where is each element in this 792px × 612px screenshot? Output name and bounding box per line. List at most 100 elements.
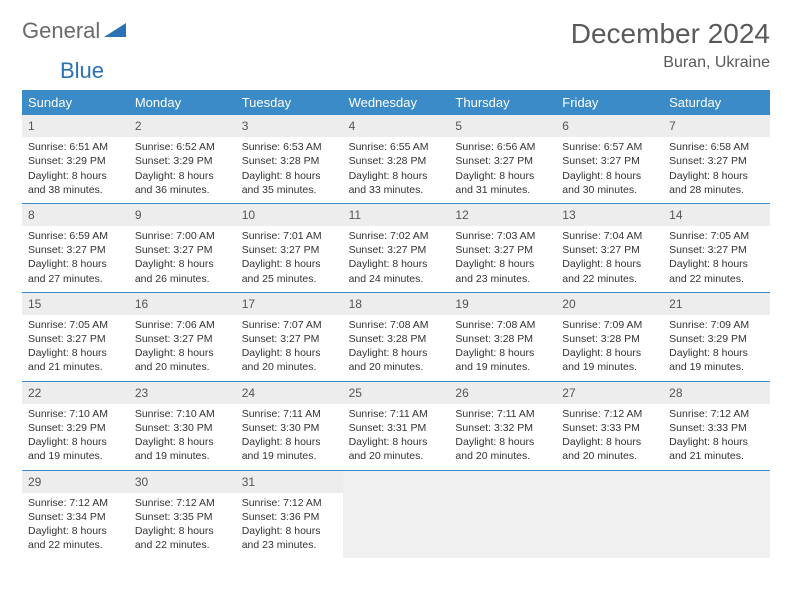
daylight-line: Daylight: 8 hours and 19 minutes.: [562, 346, 657, 374]
calendar-cell: 30Sunrise: 7:12 AMSunset: 3:35 PMDayligh…: [129, 471, 236, 559]
calendar-cell: 25Sunrise: 7:11 AMSunset: 3:31 PMDayligh…: [343, 382, 450, 470]
sunset-line: Sunset: 3:29 PM: [28, 421, 123, 435]
calendar-cell: 8Sunrise: 6:59 AMSunset: 3:27 PMDaylight…: [22, 204, 129, 292]
calendar-cell: 24Sunrise: 7:11 AMSunset: 3:30 PMDayligh…: [236, 382, 343, 470]
day-number: 18: [343, 293, 450, 315]
sunrise-line: Sunrise: 6:58 AM: [669, 140, 764, 154]
day-details: Sunrise: 7:09 AMSunset: 3:28 PMDaylight:…: [556, 315, 663, 381]
calendar-cell: 13Sunrise: 7:04 AMSunset: 3:27 PMDayligh…: [556, 204, 663, 292]
daylight-line: Daylight: 8 hours and 27 minutes.: [28, 257, 123, 285]
day-number: 17: [236, 293, 343, 315]
daylight-line: Daylight: 8 hours and 36 minutes.: [135, 169, 230, 197]
sunset-line: Sunset: 3:28 PM: [349, 332, 444, 346]
day-details: Sunrise: 7:09 AMSunset: 3:29 PMDaylight:…: [663, 315, 770, 381]
day-details: Sunrise: 7:08 AMSunset: 3:28 PMDaylight:…: [343, 315, 450, 381]
sunrise-line: Sunrise: 7:08 AM: [349, 318, 444, 332]
day-details: Sunrise: 7:02 AMSunset: 3:27 PMDaylight:…: [343, 226, 450, 292]
day-details: Sunrise: 6:56 AMSunset: 3:27 PMDaylight:…: [449, 137, 556, 203]
sunrise-line: Sunrise: 7:05 AM: [669, 229, 764, 243]
daylight-line: Daylight: 8 hours and 19 minutes.: [669, 346, 764, 374]
weekday-header: Saturday: [663, 90, 770, 115]
day-number: 4: [343, 115, 450, 137]
day-details: Sunrise: 6:57 AMSunset: 3:27 PMDaylight:…: [556, 137, 663, 203]
sunset-line: Sunset: 3:28 PM: [562, 332, 657, 346]
sunrise-line: Sunrise: 7:06 AM: [135, 318, 230, 332]
sunrise-line: Sunrise: 7:02 AM: [349, 229, 444, 243]
weekday-header: Friday: [556, 90, 663, 115]
sunset-line: Sunset: 3:27 PM: [562, 154, 657, 168]
day-number: 31: [236, 471, 343, 493]
day-number: 30: [129, 471, 236, 493]
sunrise-line: Sunrise: 7:01 AM: [242, 229, 337, 243]
calendar-cell: [556, 471, 663, 559]
calendar-cell: 4Sunrise: 6:55 AMSunset: 3:28 PMDaylight…: [343, 115, 450, 203]
sunset-line: Sunset: 3:35 PM: [135, 510, 230, 524]
calendar-cell: 7Sunrise: 6:58 AMSunset: 3:27 PMDaylight…: [663, 115, 770, 203]
calendar-cell: 14Sunrise: 7:05 AMSunset: 3:27 PMDayligh…: [663, 204, 770, 292]
calendar-cell: 2 Sunrise: 6:52 AMSunset: 3:29 PMDaylight…: [129, 115, 236, 203]
calendar-cell: 5Sunrise: 6:56 AMSunset: 3:27 PMDaylight…: [449, 115, 556, 203]
sunrise-line: Sunrise: 7:12 AM: [562, 407, 657, 421]
day-number: 2: [129, 115, 236, 137]
day-number: 27: [556, 382, 663, 404]
sunset-line: Sunset: 3:29 PM: [135, 154, 230, 168]
day-details: Sunrise: 7:07 AMSunset: 3:27 PMDaylight:…: [236, 315, 343, 381]
sunrise-line: Sunrise: 7:09 AM: [669, 318, 764, 332]
day-details: Sunrise: 7:12 AMSunset: 3:35 PMDaylight:…: [129, 493, 236, 559]
day-details: Sunrise: 7:11 AMSunset: 3:32 PMDaylight:…: [449, 404, 556, 470]
day-details: Sunrise: 6:59 AMSunset: 3:27 PMDaylight:…: [22, 226, 129, 292]
sunset-line: Sunset: 3:27 PM: [242, 332, 337, 346]
daylight-line: Daylight: 8 hours and 33 minutes.: [349, 169, 444, 197]
sunrise-line: Sunrise: 6:59 AM: [28, 229, 123, 243]
sunset-line: Sunset: 3:27 PM: [28, 332, 123, 346]
day-details: Sunrise: 6:51 AMSunset: 3:29 PMDaylight:…: [22, 137, 129, 203]
sunset-line: Sunset: 3:27 PM: [28, 243, 123, 257]
daylight-line: Daylight: 8 hours and 22 minutes.: [28, 524, 123, 552]
daylight-line: Daylight: 8 hours and 20 minutes.: [242, 346, 337, 374]
calendar-week: 1Sunrise: 6:51 AMSunset: 3:29 PMDaylight…: [22, 115, 770, 204]
sunset-line: Sunset: 3:27 PM: [242, 243, 337, 257]
daylight-line: Daylight: 8 hours and 20 minutes.: [349, 346, 444, 374]
day-number: 13: [556, 204, 663, 226]
sunrise-line: Sunrise: 7:09 AM: [562, 318, 657, 332]
month-title: December 2024: [571, 18, 770, 50]
sunset-line: Sunset: 3:30 PM: [135, 421, 230, 435]
day-number: 5: [449, 115, 556, 137]
calendar-cell: 10Sunrise: 7:01 AMSunset: 3:27 PMDayligh…: [236, 204, 343, 292]
sunset-line: Sunset: 3:27 PM: [455, 243, 550, 257]
sunrise-line: Sunrise: 6:51 AM: [28, 140, 123, 154]
day-number: 6: [556, 115, 663, 137]
sunrise-line: Sunrise: 6:52 AM: [135, 140, 230, 154]
sunrise-line: Sunrise: 7:03 AM: [455, 229, 550, 243]
day-details: Sunrise: 6:55 AMSunset: 3:28 PMDaylight:…: [343, 137, 450, 203]
day-details: Sunrise: 7:05 AMSunset: 3:27 PMDaylight:…: [22, 315, 129, 381]
sunset-line: Sunset: 3:27 PM: [562, 243, 657, 257]
day-number: 16: [129, 293, 236, 315]
sunrise-line: Sunrise: 6:55 AM: [349, 140, 444, 154]
daylight-line: Daylight: 8 hours and 21 minutes.: [28, 346, 123, 374]
calendar-cell: 16Sunrise: 7:06 AMSunset: 3:27 PMDayligh…: [129, 293, 236, 381]
calendar-week: 29Sunrise: 7:12 AMSunset: 3:34 PMDayligh…: [22, 471, 770, 559]
sunset-line: Sunset: 3:27 PM: [669, 243, 764, 257]
day-number: 15: [22, 293, 129, 315]
daylight-line: Daylight: 8 hours and 26 minutes.: [135, 257, 230, 285]
calendar-cell: [663, 471, 770, 559]
sunrise-line: Sunrise: 6:56 AM: [455, 140, 550, 154]
daylight-line: Daylight: 8 hours and 19 minutes.: [242, 435, 337, 463]
day-number: 10: [236, 204, 343, 226]
daylight-line: Daylight: 8 hours and 23 minutes.: [242, 524, 337, 552]
day-details: Sunrise: 7:10 AMSunset: 3:30 PMDaylight:…: [129, 404, 236, 470]
calendar-cell: 20Sunrise: 7:09 AMSunset: 3:28 PMDayligh…: [556, 293, 663, 381]
calendar-cell: 19Sunrise: 7:08 AMSunset: 3:28 PMDayligh…: [449, 293, 556, 381]
sunset-line: Sunset: 3:28 PM: [455, 332, 550, 346]
calendar-cell: 23Sunrise: 7:10 AMSunset: 3:30 PMDayligh…: [129, 382, 236, 470]
sunrise-line: Sunrise: 7:05 AM: [28, 318, 123, 332]
sunset-line: Sunset: 3:27 PM: [455, 154, 550, 168]
sunset-line: Sunset: 3:30 PM: [242, 421, 337, 435]
calendar-cell: [449, 471, 556, 559]
daylight-line: Daylight: 8 hours and 20 minutes.: [135, 346, 230, 374]
sunrise-line: Sunrise: 7:08 AM: [455, 318, 550, 332]
day-number: 7: [663, 115, 770, 137]
sunset-line: Sunset: 3:27 PM: [135, 243, 230, 257]
logo-text-blue: Blue: [60, 58, 104, 83]
